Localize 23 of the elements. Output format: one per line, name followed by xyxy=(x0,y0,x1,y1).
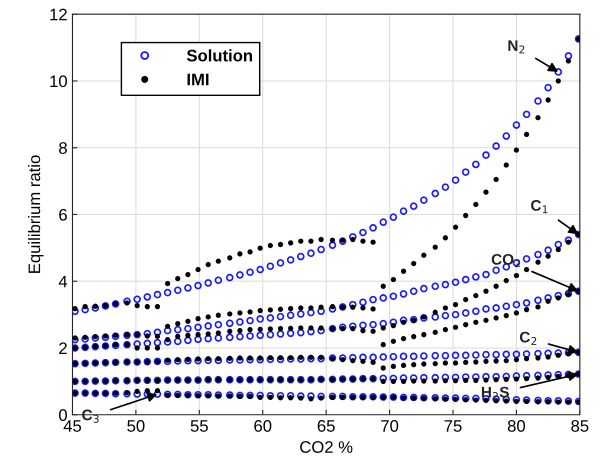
x-tick-label: 60 xyxy=(254,420,272,432)
y-tick-label: 10 xyxy=(50,75,67,88)
x-tick-label: 80 xyxy=(508,420,526,432)
y-tick-label: 12 xyxy=(50,8,67,20)
x-tick-label: 50 xyxy=(127,420,145,432)
annotation: C$_{2}$ xyxy=(520,332,536,345)
x-tick-label: 85 xyxy=(571,420,588,432)
x-tick-label: 70 xyxy=(381,420,398,432)
annotation: C$_{1}$ xyxy=(531,200,548,214)
x-tick-label: 75 xyxy=(444,420,462,432)
x-tick-label: 45 xyxy=(64,420,82,432)
x-axis-title: CO2 % xyxy=(300,441,352,453)
y-tick-label: 0 xyxy=(59,409,67,421)
y-tick-label: 8 xyxy=(59,142,67,154)
y-tick-label: 6 xyxy=(59,208,67,221)
y-axis-title: Equilibrium ratio xyxy=(28,155,44,273)
legend-label: IMI xyxy=(188,74,208,86)
y-tick-label: 4 xyxy=(58,276,68,288)
x-tick-label: 65 xyxy=(318,420,335,432)
legend-label: Solution xyxy=(186,49,252,62)
y-tick-label: 2 xyxy=(59,342,67,354)
x-tick-label: 55 xyxy=(190,420,208,432)
annotation: N$_{2}$ xyxy=(508,40,524,54)
